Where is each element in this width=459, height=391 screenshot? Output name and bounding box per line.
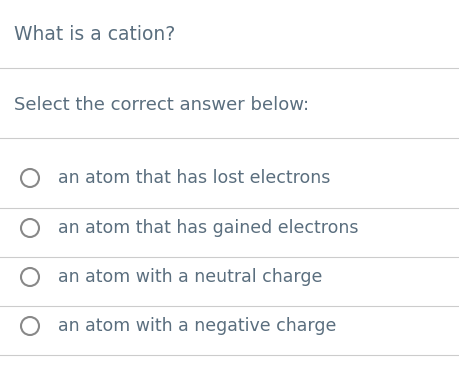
Text: What is a cation?: What is a cation? — [14, 25, 175, 45]
Text: an atom with a neutral charge: an atom with a neutral charge — [58, 268, 322, 286]
Text: an atom with a negative charge: an atom with a negative charge — [58, 317, 336, 335]
Text: an atom that has gained electrons: an atom that has gained electrons — [58, 219, 358, 237]
Text: an atom that has lost electrons: an atom that has lost electrons — [58, 169, 330, 187]
Text: Select the correct answer below:: Select the correct answer below: — [14, 96, 308, 114]
